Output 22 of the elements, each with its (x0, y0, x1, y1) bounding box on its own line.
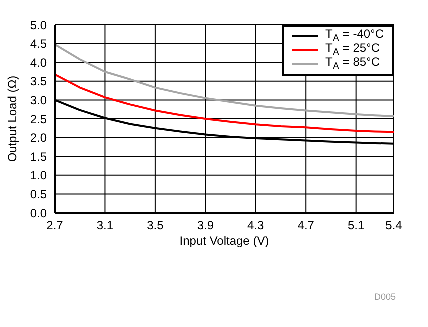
y-tick-label: 1.5 (30, 150, 48, 164)
x-tick-label: 2.7 (46, 218, 64, 233)
y-tick-label: 4.5 (30, 37, 48, 52)
y-tick-label: 3.5 (30, 74, 48, 89)
x-axis-title: Input Voltage (V) (180, 234, 270, 248)
y-tick-label: 0.0 (30, 206, 48, 220)
text: D005 (374, 292, 396, 302)
x-tick-label: 3.9 (197, 218, 214, 233)
y-tick-label: 1.0 (30, 168, 48, 183)
x-tick-label: 5.1 (348, 218, 365, 233)
x-tick-label: 4.7 (298, 218, 315, 233)
x-tick-label: 3.5 (147, 218, 164, 233)
y-tick-label: 2.5 (30, 112, 48, 126)
y-tick-label: 0.5 (30, 187, 48, 202)
y-tick-label: 2.0 (30, 131, 48, 146)
x-tick-label: 5.4 (386, 218, 403, 233)
y-tick-label: 4.0 (30, 56, 48, 70)
y-tick-label: 5.0 (30, 18, 48, 32)
y-tick-label: 3.0 (30, 93, 48, 108)
y-axis-title: Output Load (Ω) (5, 76, 20, 162)
x-tick-label: 4.3 (248, 218, 265, 233)
x-tick-label: 3.1 (96, 218, 114, 233)
